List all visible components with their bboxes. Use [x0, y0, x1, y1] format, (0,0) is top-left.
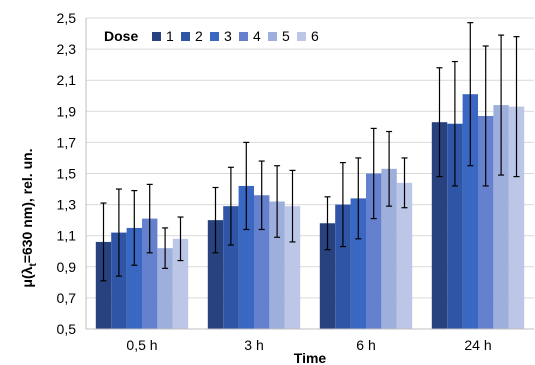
y-tick-label: 1,7 [57, 134, 77, 150]
bars [95, 22, 525, 330]
legend: Dose 1 2 3 4 5 6 [104, 28, 319, 44]
bar [207, 220, 224, 329]
bar [431, 122, 448, 329]
legend-title: Dose [104, 28, 138, 44]
bar [254, 195, 270, 329]
legend-swatch [297, 32, 306, 41]
legend-swatch [239, 32, 248, 41]
legend-swatch [210, 32, 219, 41]
y-tick-label: 2,1 [57, 72, 77, 88]
bar [462, 94, 478, 329]
y-axis: 0,5 0,7 0,9 1,1 1,3 1,5 1,7 1,9 2,1 2,3 2,5 [57, 10, 87, 337]
x-axis: 0,5 h 3 h 6 h 24 h [86, 328, 534, 353]
y-tick-label: 2,3 [57, 41, 77, 57]
legend-label: 3 [224, 28, 232, 44]
y-tick-label: 0,5 [57, 321, 77, 337]
y-tick-label: 1,9 [57, 103, 77, 119]
y-axis-title-main: μ(λ [19, 266, 35, 287]
bar [142, 218, 158, 329]
y-axis-title: μ(λt=630 nm), rel. un. [19, 148, 39, 287]
x-tick-label: 3 h [244, 337, 263, 353]
legend-swatch [152, 32, 161, 41]
bar [111, 232, 127, 329]
legend-label: 6 [311, 28, 319, 44]
legend-label: 1 [166, 28, 174, 44]
y-tick-label: 0,9 [57, 259, 77, 275]
bar [126, 227, 142, 329]
bar [381, 168, 397, 329]
y-axis-title-subscript: t [28, 263, 39, 267]
x-axis-title: Time [294, 350, 327, 365]
y-tick-label: 0,7 [57, 290, 77, 306]
bar [223, 206, 239, 329]
bar [238, 185, 254, 329]
bar [157, 248, 173, 329]
bar [95, 241, 112, 329]
y-axis-title-rest: =630 nm), rel. un. [19, 148, 35, 263]
x-tick-label: 6 h [356, 337, 375, 353]
x-tick-label: 24 h [464, 337, 491, 353]
y-tick-label: 2,5 [57, 10, 77, 26]
bar [366, 173, 382, 329]
bar [396, 182, 413, 329]
bar [350, 198, 366, 329]
x-tick-label: 0,5 h [126, 337, 157, 353]
legend-label: 2 [195, 28, 203, 44]
bar [335, 204, 351, 329]
bar [269, 201, 285, 329]
bar [172, 238, 189, 329]
y-tick-label: 1,1 [57, 228, 77, 244]
bar [508, 106, 525, 329]
bar [493, 105, 509, 329]
y-tick-label: 1,3 [57, 197, 77, 213]
legend-swatch [268, 32, 277, 41]
legend-swatch [181, 32, 190, 41]
legend-label: 4 [253, 28, 261, 44]
bar [319, 223, 336, 329]
legend-label: 5 [282, 28, 290, 44]
bar [447, 123, 463, 330]
bar [478, 115, 494, 329]
y-tick-label: 1,5 [57, 166, 77, 182]
bar [284, 206, 301, 329]
